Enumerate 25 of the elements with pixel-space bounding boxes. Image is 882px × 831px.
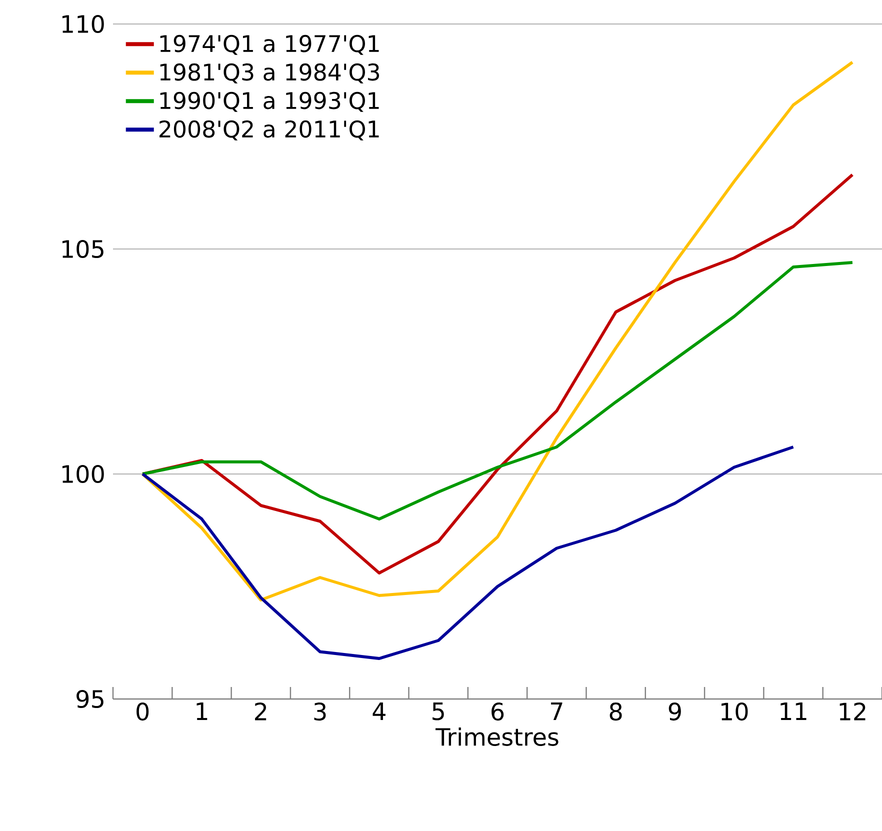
x-tick-label: 10 [722,702,748,721]
x-tick-label: 8 [610,702,622,721]
x-tick-label: 9 [668,702,681,721]
x-tick-label: 3 [314,702,326,721]
line-series [141,60,854,602]
x-tick-label: 4 [372,702,386,720]
line-series [141,261,854,520]
x-tick-label: 1 [196,702,208,720]
x-tick-label: 5 [432,702,444,720]
legend-label: 1990'Q1 a 1993'Q1 [160,92,379,112]
legend-label: 2008'Q2 a 2011'Q1 [160,120,379,140]
y-tick-label: 110 [62,14,104,34]
y-tick-label: 95 [76,690,104,708]
x-axis-title: Trimestres [436,727,558,746]
legend-label: 1981'Q3 a 1984'Q3 [160,63,380,84]
x-tick-label: 12 [840,702,866,720]
x-tick-label: 0 [136,702,149,721]
x-tick-label: 6 [492,702,504,721]
y-tick-label: 105 [62,240,104,258]
x-tick-label: 11 [780,702,806,720]
y-tick-label: 100 [62,464,104,484]
line-series [141,446,795,660]
x-tick-label: 2 [255,702,266,720]
x-tick-label: 7 [551,702,562,720]
legend-label: 1974'Q1 a 1977'Q1 [160,34,379,55]
